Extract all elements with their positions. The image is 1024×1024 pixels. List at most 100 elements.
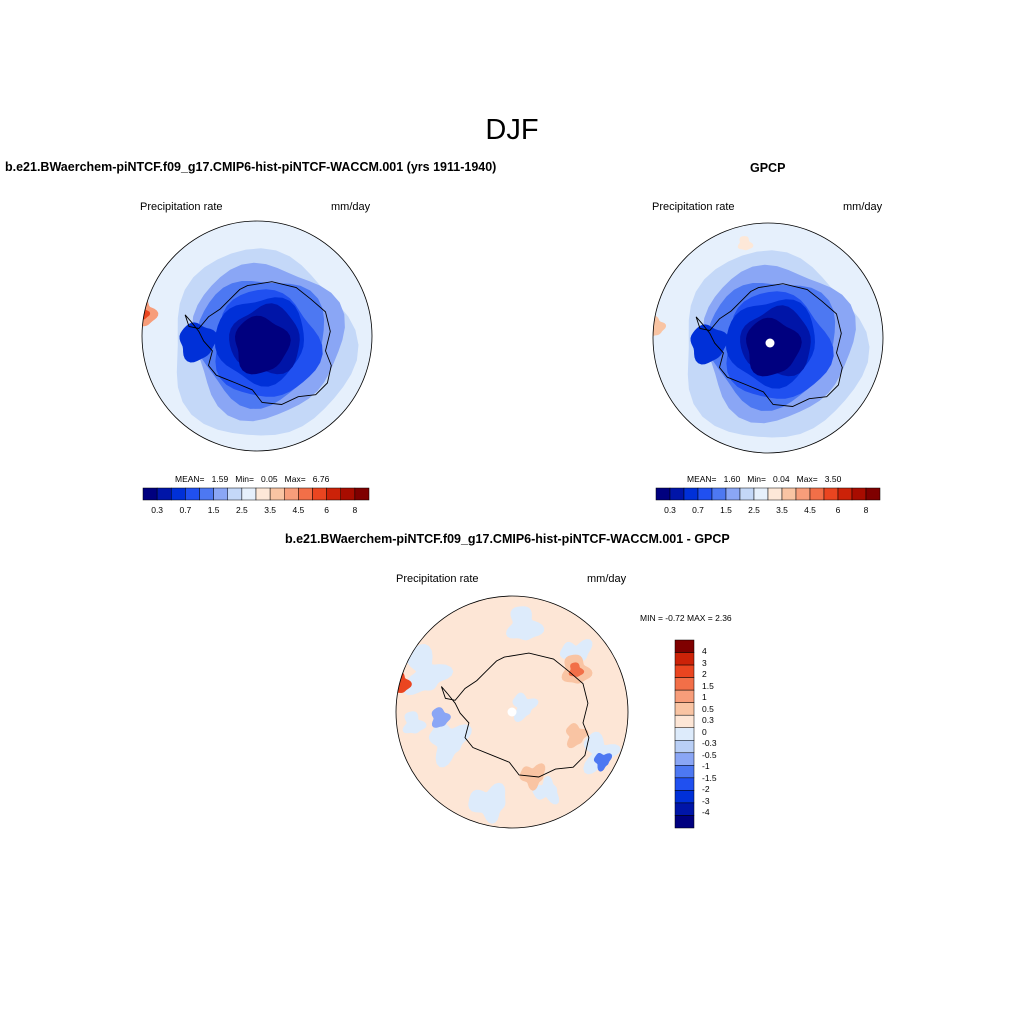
panel1-colorbar bbox=[142, 487, 370, 501]
panel3-colorbar-swatch-11 bbox=[674, 777, 695, 791]
panel2-units: mm/day bbox=[843, 201, 883, 213]
panel2-warm-edge-1 bbox=[737, 236, 754, 251]
panel2-max-label: Max= bbox=[796, 474, 818, 484]
panel3-colorbar bbox=[674, 639, 695, 829]
panel2-left-label: Precipitation rate bbox=[652, 201, 735, 213]
panel3-title: b.e21.BWaerchem-piNTCF.f09_g17.CMIP6-his… bbox=[285, 532, 730, 546]
panel2-colorbar-tick-label: 4.5 bbox=[804, 505, 816, 515]
panel3-colorbar-tick-label: 1.5 bbox=[702, 680, 714, 691]
figure-title: DJF bbox=[485, 114, 539, 146]
panel2-warm-spot bbox=[653, 315, 666, 337]
panel1-colorbar-tick-label: 0.3 bbox=[151, 505, 164, 515]
panel3-colorbar-tick-label: -1 bbox=[702, 761, 710, 771]
panel2-contour-band-6 bbox=[746, 317, 802, 377]
panel1-colorbar-tick-label: 1.5 bbox=[207, 505, 220, 515]
panel2-peninsula-band bbox=[690, 324, 729, 365]
panel2-colorbar-tick-label: 1.5 bbox=[720, 505, 732, 515]
panel3-neg-region-1 bbox=[428, 721, 472, 768]
panel2-colorbar-tick-label: 0.3 bbox=[664, 505, 676, 515]
panel1-max-label: Max= bbox=[284, 474, 306, 484]
panel3-colorbar-swatch-6 bbox=[674, 714, 695, 728]
panel2-coastline bbox=[695, 283, 843, 407]
panel3-map-border bbox=[395, 595, 629, 829]
panel1-map-border bbox=[141, 220, 373, 452]
panel2-colorbar-tick-label: 3.5 bbox=[776, 505, 788, 515]
panel3-neg-core-2 bbox=[593, 753, 613, 772]
panel3-colorbar-swatch-12 bbox=[674, 790, 695, 804]
panel1-title: b.e21.BWaerchem-piNTCF.f09_g17.CMIP6-his… bbox=[5, 160, 497, 174]
panel3-neg-region-2 bbox=[506, 606, 545, 641]
panel1-stats: MEAN= 1.59 Min= 0.05 Max= 6.76 bbox=[175, 474, 329, 484]
panel3-colorbar-tick-label: -3 bbox=[702, 795, 710, 806]
panel3-colorbar-tick-label: -1.5 bbox=[702, 772, 717, 783]
panel3-colorbar-tick-label: 4 bbox=[702, 646, 707, 656]
panel3-colorbar-tick-label: 3 bbox=[702, 657, 707, 668]
panel3-pos-region-4 bbox=[396, 671, 412, 693]
panel2-max-value: 3.50 bbox=[824, 474, 842, 484]
panel3-pos-region-3 bbox=[519, 763, 546, 791]
panel3-colorbar-swatch-7 bbox=[674, 727, 695, 741]
panel3-colorbar-swatch-5 bbox=[674, 702, 695, 716]
panel2-map-border bbox=[652, 222, 884, 454]
panel1-colorbar-tick-label: 3.5 bbox=[264, 505, 277, 515]
panel3-units: mm/day bbox=[587, 573, 627, 585]
panel3-colorbar-swatch-2 bbox=[674, 664, 695, 678]
panel3-colorbar-swatch-9 bbox=[674, 752, 695, 766]
panel3-neg-region-0 bbox=[403, 644, 454, 696]
panel1-mean-value: 1.59 bbox=[211, 474, 229, 484]
panel3-colorbar-swatch-14 bbox=[674, 815, 695, 829]
panel3-colorbar-swatch-13 bbox=[674, 802, 695, 816]
panel3-colorbar-swatch-8 bbox=[674, 740, 695, 754]
panel2-min-label: Min= bbox=[747, 474, 766, 484]
panel2-colorbar-tick-label: 2.5 bbox=[748, 505, 760, 515]
panel2-min-value: 0.04 bbox=[773, 474, 790, 484]
panel2-mean-value: 1.60 bbox=[723, 474, 741, 484]
panel3-colorbar-swatch-3 bbox=[674, 677, 695, 691]
panel2-missing-pole bbox=[765, 338, 775, 348]
panel3-left-label: Precipitation rate bbox=[396, 573, 479, 585]
panel3-colorbar-swatch-1 bbox=[674, 652, 695, 666]
panel3-neg-region-5 bbox=[468, 782, 506, 824]
panel1-colorbar-tick-label: 4.5 bbox=[292, 505, 305, 515]
panel3-colorbar-tick-label: -2 bbox=[702, 784, 710, 794]
panel3-colorbar-swatch-4 bbox=[674, 689, 695, 703]
panel1-colorbar-tick-label: 6 bbox=[324, 505, 329, 515]
panel3-colorbar-swatch-10 bbox=[674, 765, 695, 779]
panel1-mean-label: MEAN= bbox=[175, 474, 205, 484]
panel3-colorbar-tick-label: 2 bbox=[702, 669, 707, 679]
panel1-coastline bbox=[184, 281, 332, 405]
panel3-colorbar-tick-label: -0.5 bbox=[702, 749, 717, 760]
panel3-pos-region-2 bbox=[566, 723, 589, 749]
panel1-peninsula-band bbox=[179, 322, 218, 363]
panel2-colorbar-tick-label: 6 bbox=[835, 505, 841, 515]
panel3-colorbar-tick-label: 0.5 bbox=[702, 703, 714, 714]
panel1-units: mm/day bbox=[331, 201, 371, 213]
panel1-min-value: 0.05 bbox=[261, 474, 278, 484]
panel2-stats: MEAN= 1.60 Min= 0.04 Max= 3.50 bbox=[687, 474, 841, 484]
panel3-neg-region-7 bbox=[512, 692, 539, 722]
panel3-neg-region-4 bbox=[583, 731, 621, 775]
panel3-neg-core-1 bbox=[431, 707, 451, 728]
panel1-colorbar-tick-label: 2.5 bbox=[235, 505, 248, 515]
panel1-colorbar-swatch-15 bbox=[354, 487, 370, 501]
panel2-title: GPCP bbox=[750, 161, 786, 175]
panel3-neg-region-6 bbox=[402, 711, 427, 734]
panel3-colorbar-tick-label: 1 bbox=[702, 692, 707, 702]
panel3-missing-pole bbox=[507, 707, 517, 717]
panel1-max-value: 6.76 bbox=[312, 474, 330, 484]
panel3-colorbar-tick-label: 0 bbox=[702, 726, 707, 737]
panel2-colorbar-swatch-15 bbox=[865, 487, 881, 501]
panel2-colorbar-tick-label: 0.7 bbox=[692, 505, 704, 515]
panel1-left-label: Precipitation rate bbox=[140, 201, 223, 213]
panel3-colorbar-tick-label: -0.3 bbox=[702, 738, 717, 748]
panel2-colorbar bbox=[655, 487, 881, 501]
panel3-stats: MIN = -0.72 MAX = 2.36 bbox=[640, 613, 732, 623]
panel2-mean-label: MEAN= bbox=[687, 474, 717, 484]
panel3-colorbar-tick-label: -4 bbox=[702, 807, 710, 817]
panel2-colorbar-tick-label: 8 bbox=[863, 505, 869, 515]
panel3-colorbar-tick-label: 0.3 bbox=[702, 715, 714, 725]
panel3-pos-core-1 bbox=[568, 662, 585, 677]
